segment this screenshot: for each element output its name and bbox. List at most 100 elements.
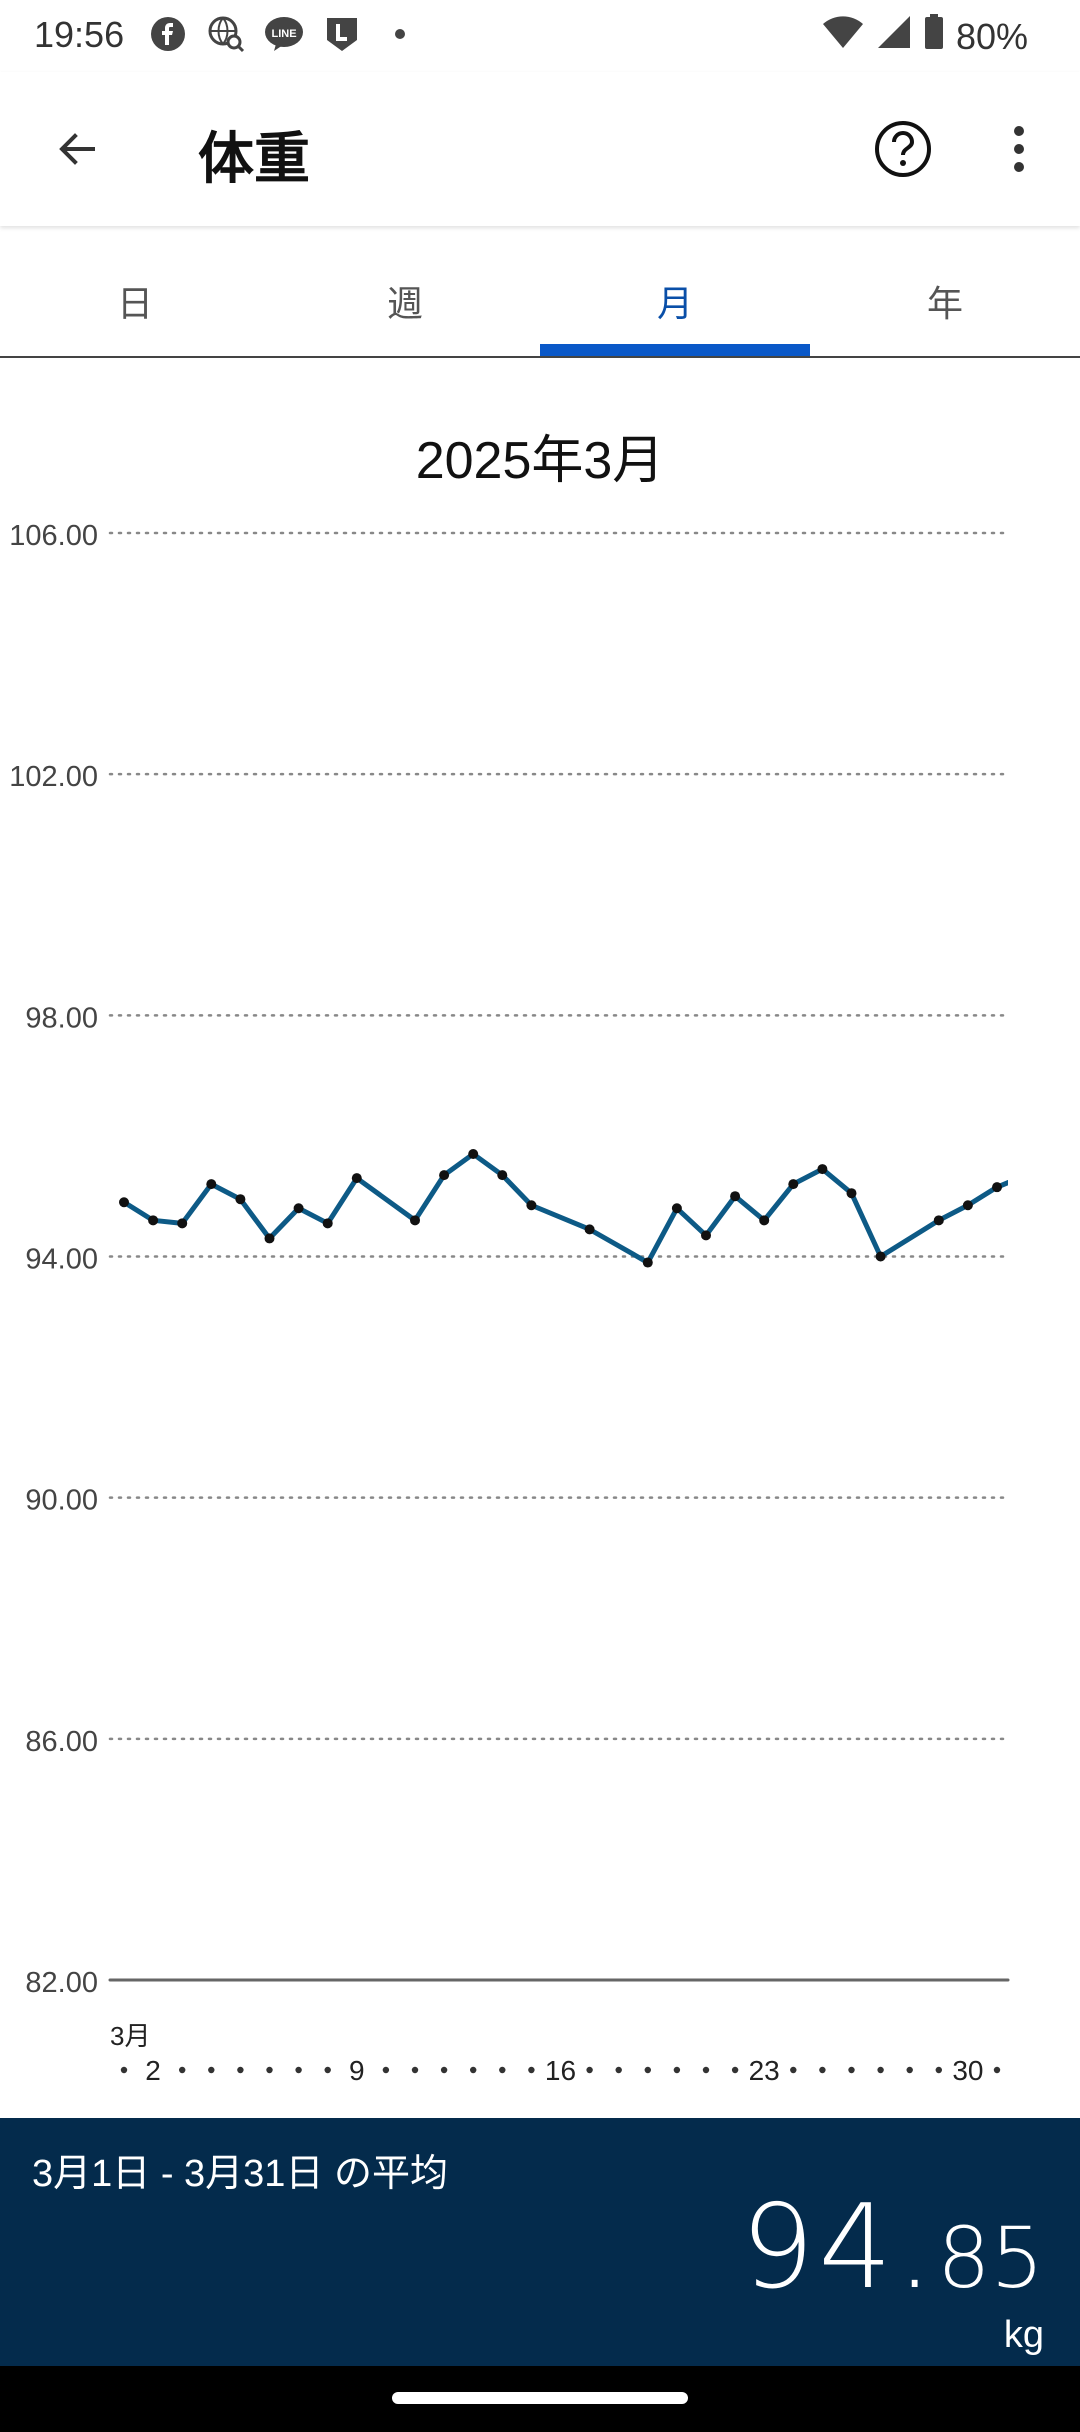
x-tick-dot (935, 2066, 942, 2074)
y-tick-label: 90.00 (25, 1485, 98, 1517)
average-unit: kg (1003, 2314, 1044, 2356)
y-tick-label: 94.00 (25, 1244, 98, 1276)
data-point (497, 1170, 508, 1181)
x-tick-dot (644, 2066, 651, 2074)
average-value-integer: 94. (740, 2180, 938, 2315)
data-point (962, 1200, 973, 1211)
status-time: 19:56 (34, 14, 125, 55)
data-point (322, 1218, 333, 1229)
average-label: 3月1日 - 3月31日 の平均 (32, 2153, 448, 2195)
data-point (875, 1251, 886, 1262)
tab-week[interactable]: 週 (386, 283, 423, 324)
help-button[interactable] (866, 112, 940, 186)
data-point (584, 1224, 595, 1235)
x-tick-dot (440, 2066, 448, 2074)
x-tick-label: 2 (145, 2055, 161, 2086)
y-tick-label: 82.00 (25, 1967, 98, 1999)
back-button[interactable] (40, 112, 114, 186)
y-tick-label: 98.00 (25, 1002, 98, 1034)
dot-icon (380, 14, 420, 54)
status-right: 80% (822, 14, 1028, 59)
x-tick-label: 30 (952, 2055, 983, 2086)
y-tick-label: 102.00 (9, 761, 98, 793)
data-point (933, 1215, 944, 1226)
y-tick-label: 106.00 (9, 520, 98, 552)
cell-signal-icon (876, 14, 912, 59)
data-point (148, 1215, 159, 1226)
data-point (701, 1230, 711, 1241)
data-point (642, 1257, 653, 1268)
battery-icon (924, 14, 944, 59)
period-title: 2025年3月 (415, 432, 665, 490)
x-tick-dot (673, 2066, 681, 2074)
data-point (177, 1218, 188, 1229)
app-bar: 体重 (0, 72, 1080, 226)
x-tick-dot (586, 2066, 593, 2074)
x-tick-dot (877, 2066, 884, 2074)
series-line (122, 1151, 1008, 1266)
x-tick-dot (848, 2066, 855, 2074)
x-tick-dot (411, 2066, 419, 2074)
data-point (351, 1173, 362, 1184)
data-point (235, 1194, 246, 1205)
x-tick-dot (470, 2066, 477, 2074)
tab-month[interactable]: 月 (656, 283, 693, 324)
data-point (992, 1182, 1002, 1193)
help-icon (875, 121, 931, 177)
x-tick-label: 9 (349, 2055, 365, 2086)
x-tick-dot (702, 2066, 710, 2074)
x-tick-dot (819, 2066, 826, 2074)
more-options-button[interactable] (982, 112, 1056, 186)
x-tick-dot (906, 2066, 913, 2074)
average-summary: 3月1日 - 3月31日 の平均 94.85 kg (0, 2118, 1080, 2366)
data-point (264, 1233, 275, 1244)
data-point (788, 1179, 799, 1190)
x-tick-dot (499, 2066, 506, 2074)
x-tick-dot (237, 2066, 244, 2074)
tab-day[interactable]: 日 (116, 283, 153, 324)
home-gesture-handle[interactable] (392, 2392, 688, 2404)
x-tick-dot (790, 2066, 797, 2074)
line-icon: LINE (264, 14, 304, 54)
x-tick-dot (528, 2066, 535, 2074)
data-point (730, 1191, 741, 1202)
data-point (439, 1170, 450, 1181)
weight-chart: 106.00 102.00 98.00 94.00 90.00 86.00 82.00 3月 2… (9, 520, 1010, 2086)
x-tick-dot (324, 2066, 331, 2074)
data-point (671, 1203, 682, 1214)
l-app-icon (322, 14, 362, 54)
arrow-back-icon (59, 133, 95, 165)
data-point (759, 1215, 770, 1226)
x-tick-dot (208, 2066, 215, 2074)
x-tick-dot (295, 2066, 302, 2074)
data-point (206, 1179, 217, 1190)
x-tick-dot (382, 2066, 390, 2074)
data-point (468, 1149, 479, 1160)
status-bar: 19:56 LINE 80% (0, 0, 1080, 72)
x-tick-dot (266, 2066, 273, 2074)
x-tick-dot (993, 2066, 1001, 2074)
tab-indicator (540, 344, 810, 356)
svg-text:LINE: LINE (271, 28, 296, 40)
average-value: 94.85 (741, 2180, 1044, 2315)
data-point (846, 1188, 857, 1199)
battery-percent: 80% (955, 15, 1028, 57)
page-title: 体重 (198, 127, 310, 190)
data-point (410, 1215, 420, 1226)
period-tabs: 日 週 月 年 (0, 256, 1080, 358)
x-tick-label: 16 (545, 2055, 576, 2086)
average-value-decimal: 85 (937, 2209, 1044, 2307)
notification-icons: LINE (148, 14, 420, 54)
y-tick-label: 86.00 (25, 1726, 98, 1758)
data-point (526, 1200, 537, 1211)
x-tick-label: 23 (749, 2055, 780, 2086)
facebook-icon (148, 14, 188, 54)
data-point (119, 1197, 129, 1208)
tab-year[interactable]: 年 (926, 283, 963, 324)
data-point (293, 1203, 304, 1214)
x-month-label: 3月 (110, 2021, 150, 2051)
data-point (817, 1164, 828, 1175)
x-tick-dot (120, 2066, 128, 2074)
x-tick-dot (179, 2066, 186, 2074)
navigation-bar (0, 2366, 1080, 2432)
